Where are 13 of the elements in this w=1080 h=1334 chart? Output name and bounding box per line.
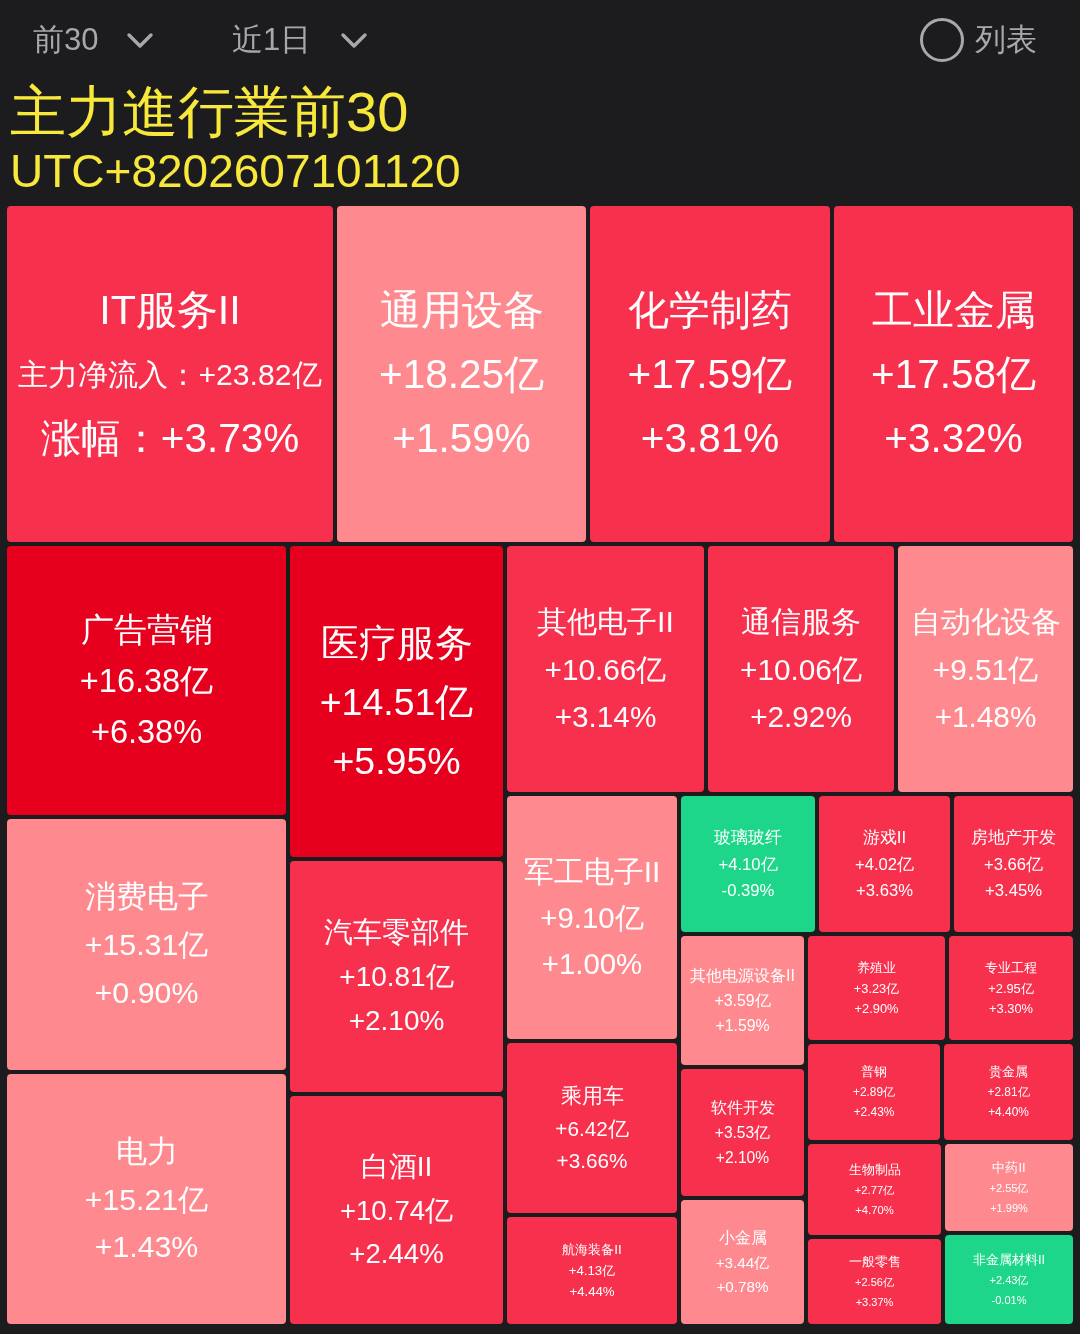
category-label: 化学制药 <box>628 287 792 334</box>
text: 列表 <box>975 21 1037 59</box>
category-label: 工业金属 <box>871 287 1036 334</box>
data-label: +17.58亿 <box>871 351 1036 397</box>
text: UTC+8202607101120 <box>10 144 461 198</box>
data-label: +17.59亿 <box>627 351 793 397</box>
text: 前30 <box>33 21 99 59</box>
data-label: 主力净流入：+23.82亿 <box>18 357 322 391</box>
data-label: +18.25亿 <box>379 351 544 397</box>
text: 主力進行業前30 <box>10 80 409 144</box>
text: 近1日 <box>232 21 312 59</box>
category-label: IT服务II <box>99 287 241 334</box>
category-label: 通用设备 <box>379 287 544 334</box>
